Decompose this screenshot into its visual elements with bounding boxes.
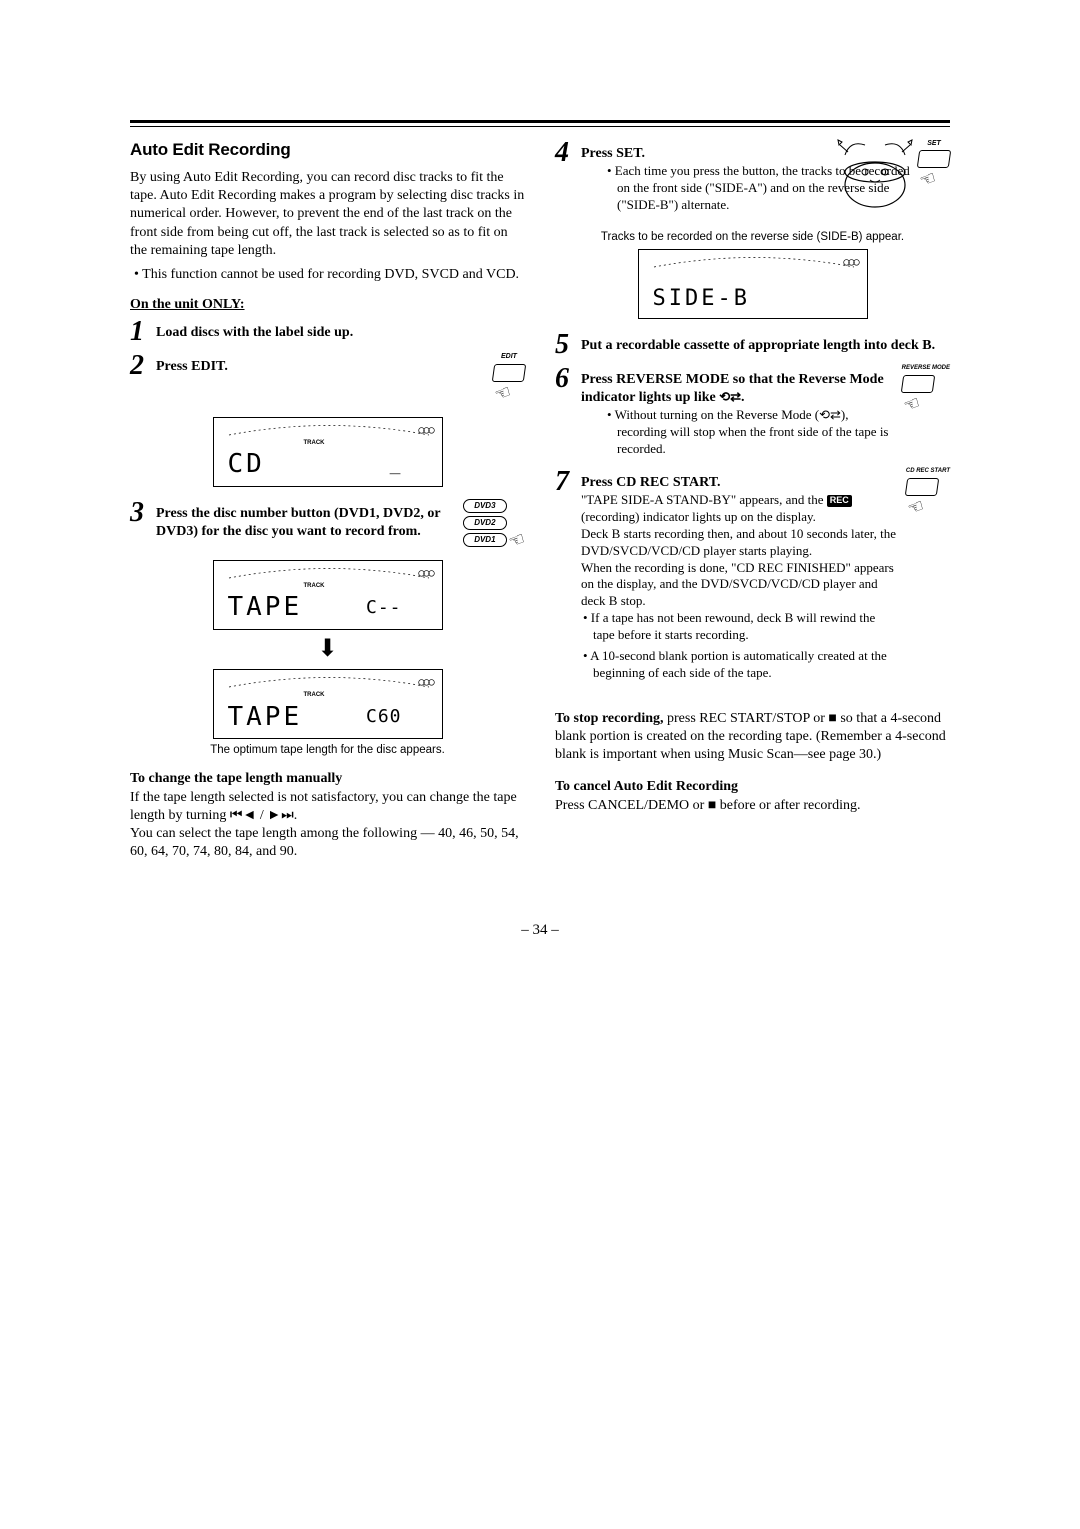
display-3-sub: C60 bbox=[366, 705, 402, 728]
track-label: TRACK bbox=[304, 440, 325, 448]
step-num-7: 7 bbox=[555, 468, 575, 496]
step-6-note: • Without turning on the Reverse Mode (⟲… bbox=[605, 407, 894, 458]
display-2-sub: C-- bbox=[366, 596, 402, 619]
intro-note: • This function cannot be used for recor… bbox=[130, 266, 525, 284]
step-5: 5 Put a recordable cassette of appropria… bbox=[555, 331, 950, 359]
step-7-p1: "TAPE SIDE-A STAND-BY" appears, and the … bbox=[581, 492, 898, 526]
step-7-p3: When the recording is done, "CD REC FINI… bbox=[581, 560, 898, 611]
step-num-1: 1 bbox=[130, 318, 150, 346]
dvd2-button: DVD2 bbox=[463, 516, 507, 530]
page-number: – 34 – bbox=[130, 921, 950, 941]
section-title: Auto Edit Recording bbox=[130, 139, 525, 161]
dvd1-button: DVD1 bbox=[463, 533, 507, 547]
cancel-text: Press CANCEL/DEMO or ■ before or after r… bbox=[555, 797, 950, 815]
step-num-6: 6 bbox=[555, 365, 575, 393]
cdrec-button-graphic: CD REC START ☜ bbox=[906, 468, 950, 519]
intro-text: By using Auto Edit Recording, you can re… bbox=[130, 169, 525, 260]
display-1-sub: _ bbox=[390, 453, 402, 476]
right-column: 4 Press SET. • Each time you press the b… bbox=[555, 139, 950, 861]
step-num-2: 2 bbox=[130, 352, 150, 380]
edit-button-graphic: EDIT ☜ bbox=[493, 352, 525, 404]
display-2: ◯◯◯ TRACK TAPE C-- ⬇ ◯◯◯ TRACK TAPE C60 … bbox=[130, 560, 525, 758]
display-1-main: CD bbox=[228, 448, 265, 482]
cdrec-button-label: CD REC START bbox=[906, 468, 950, 476]
display-1: ◯◯◯ TRACK CD _ bbox=[130, 417, 525, 487]
set-button-label: SET bbox=[918, 139, 950, 148]
step-3: 3 Press the disc number button (DVD1, DV… bbox=[130, 499, 525, 552]
arrow-down-icon: ⬇ bbox=[317, 634, 337, 665]
display-4: Tracks to be recorded on the reverse sid… bbox=[555, 226, 950, 319]
step-7-text: Press CD REC START. bbox=[581, 475, 721, 490]
display-4-main: SIDE-B bbox=[653, 285, 750, 314]
change-tape-text-2: You can select the tape length among the… bbox=[130, 825, 525, 861]
hr-thin bbox=[130, 126, 950, 127]
stop-recording-para: To stop recording, press REC START/STOP … bbox=[555, 710, 950, 765]
cancel-heading: To cancel Auto Edit Recording bbox=[555, 778, 950, 796]
step-2-text: Press EDIT. bbox=[156, 359, 228, 374]
on-unit-heading: On the unit ONLY: bbox=[130, 296, 525, 314]
caption-sideb: Tracks to be recorded on the reverse sid… bbox=[601, 230, 904, 245]
display-2-main: TAPE bbox=[228, 591, 303, 625]
dvd3-button: DVD3 bbox=[463, 499, 507, 513]
step-1: 1 Load discs with the label side up. bbox=[130, 318, 525, 346]
step-7-p2: Deck B starts recording then, and about … bbox=[581, 526, 898, 560]
step-7: 7 Press CD REC START. "TAPE SIDE-A STAND… bbox=[555, 468, 950, 686]
display-3-main: TAPE bbox=[228, 701, 303, 735]
step-num-4: 4 bbox=[555, 139, 575, 167]
left-column: Auto Edit Recording By using Auto Edit R… bbox=[130, 139, 525, 861]
step-num-5: 5 bbox=[555, 331, 575, 359]
dvd-buttons-graphic: DVD3 DVD2 DVD1 bbox=[463, 499, 507, 550]
mascot-illustration bbox=[830, 130, 920, 210]
reverse-mode-icon: ⟲⇄ bbox=[719, 389, 741, 404]
step-1-text: Load discs with the label side up. bbox=[156, 325, 353, 340]
step-3-text: Press the disc number button (DVD1, DVD2… bbox=[156, 506, 440, 539]
set-button-graphic: SET ☜ bbox=[918, 139, 950, 191]
step-7-bullet-1: • If a tape has not been rewound, deck B… bbox=[581, 610, 898, 644]
stop-rec-label: To stop recording, bbox=[555, 711, 664, 726]
track-label-3: TRACK bbox=[304, 692, 325, 700]
rec-badge-icon: REC bbox=[827, 495, 852, 507]
step-4-text: Press SET. bbox=[581, 146, 645, 161]
hr-thick bbox=[130, 120, 950, 123]
step-2: 2 Press EDIT. EDIT ☜ bbox=[130, 352, 525, 408]
step-5-text: Put a recordable cassette of appropriate… bbox=[581, 338, 935, 353]
change-tape-text-1: If the tape length selected is not satis… bbox=[130, 789, 525, 825]
step-7-bullet-2: • A 10-second blank portion is automatic… bbox=[581, 648, 898, 682]
reverse-button-graphic: REVERSE MODE ☜ bbox=[902, 365, 950, 416]
change-tape-heading: To change the tape length manually bbox=[130, 770, 525, 788]
step-6: 6 Press REVERSE MODE so that the Reverse… bbox=[555, 365, 950, 462]
step-7-p1a: "TAPE SIDE-A STAND-BY" appears, and the bbox=[581, 492, 827, 507]
reverse-button-label: REVERSE MODE bbox=[902, 365, 950, 373]
track-label-2: TRACK bbox=[304, 583, 325, 591]
step-num-3: 3 bbox=[130, 499, 150, 527]
caption-tape: The optimum tape length for the disc app… bbox=[210, 743, 445, 758]
step-7-p1b: (recording) indicator lights up on the d… bbox=[581, 509, 816, 524]
edit-button-label: EDIT bbox=[493, 352, 525, 361]
